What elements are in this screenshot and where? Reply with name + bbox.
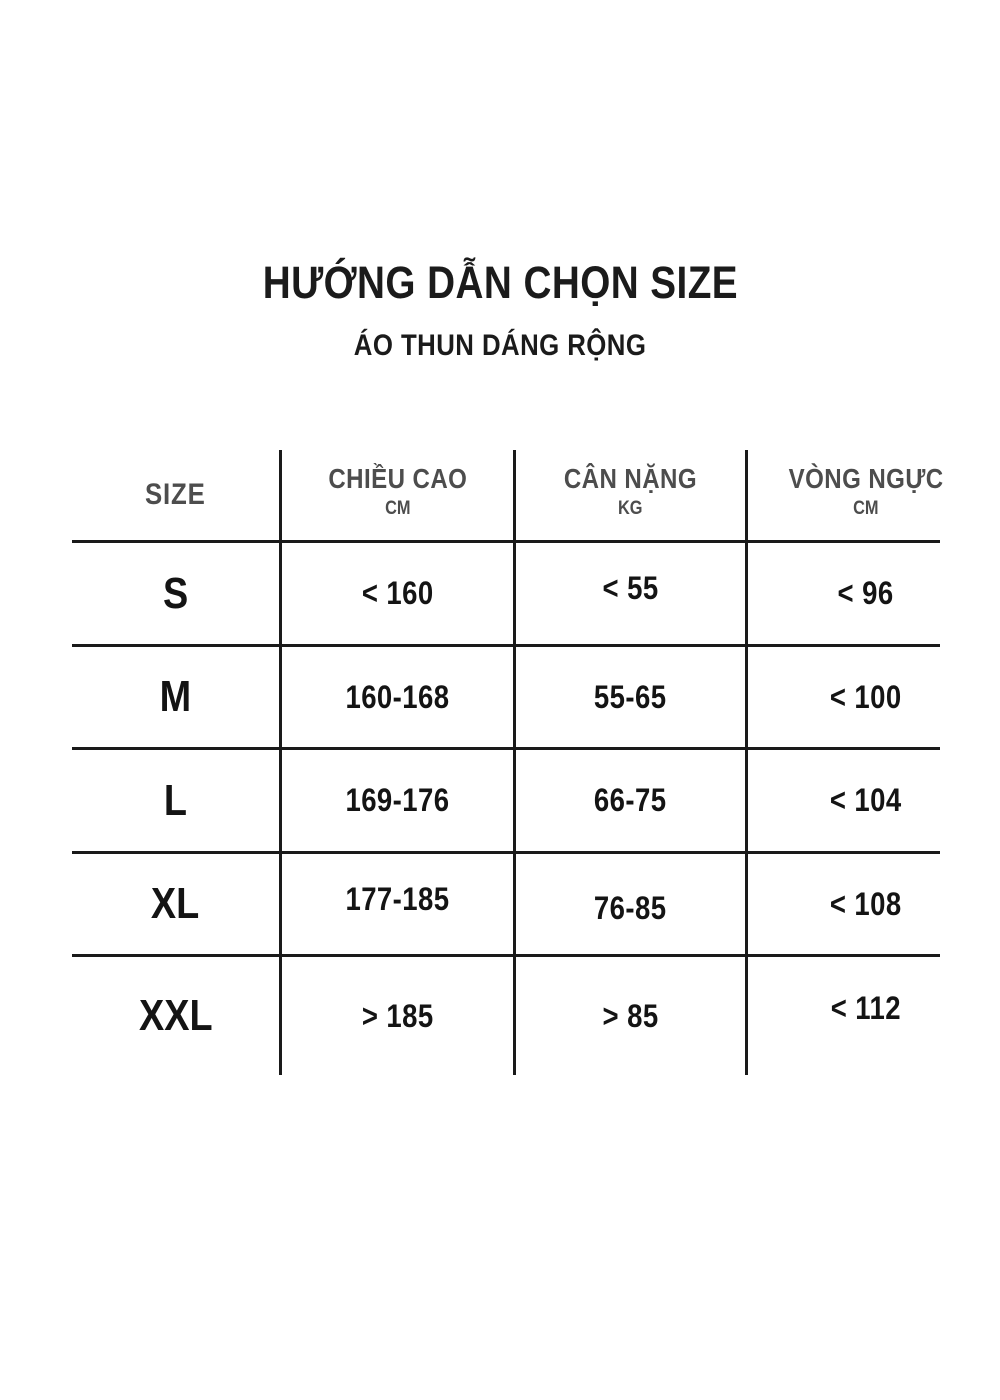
table-row-xl-weight-cell: 76-85 <box>513 851 745 954</box>
column-header-chest-group: VÒNG NGỰC CM <box>776 463 956 520</box>
column-header-chest: VÒNG NGỰC CM <box>745 450 943 540</box>
page-title: HƯỚNG DẪN CHỌN SIZE <box>0 255 1000 311</box>
height-value: > 185 <box>361 997 434 1034</box>
column-header-weight-group: CÂN NẶNG KG <box>553 463 708 520</box>
size-label: S <box>162 568 189 618</box>
chest-value: < 96 <box>837 575 895 611</box>
size-label: XXL <box>138 991 213 1040</box>
height-value: 169-176 <box>345 782 450 818</box>
chest-value: < 108 <box>830 885 902 922</box>
chest-value: < 104 <box>830 782 902 818</box>
weight-value: 76-85 <box>594 889 667 926</box>
table-row-l-weight-cell: 66-75 <box>513 747 745 851</box>
chest-value: < 112 <box>830 989 902 1026</box>
table-row-xxl-height-cell: > 185 <box>279 954 513 1075</box>
page-subtitle-text: ÁO THUN DÁNG RỘNG <box>353 329 647 362</box>
column-header-weight-label: CÂN NẶNG <box>563 462 698 494</box>
size-chart-table: SIZE CHIỀU CAO CM CÂN NẶNG KG VÒNG NGỰC … <box>72 450 943 1075</box>
column-header-height-group: CHIỀU CAO CM <box>317 463 479 520</box>
table-row-xl-chest-cell: < 108 <box>745 851 940 954</box>
height-value: < 160 <box>361 575 434 611</box>
table-row-m-chest-cell: < 100 <box>745 644 940 747</box>
column-header-height: CHIỀU CAO CM <box>279 450 513 540</box>
table-row-xxl-size-cell: XXL <box>72 954 279 1075</box>
table-row-l-chest-cell: < 104 <box>745 747 940 851</box>
table-row-s-size-cell: S <box>72 540 279 644</box>
column-header-size: SIZE <box>72 450 279 540</box>
size-label: L <box>163 775 188 825</box>
page-subtitle: ÁO THUN DÁNG RỘNG <box>0 318 1000 374</box>
table-row-m-height-cell: 160-168 <box>279 644 513 747</box>
table-row-m-size-cell: M <box>72 644 279 747</box>
table-row-l-size-cell: L <box>72 747 279 851</box>
table-row-xl-height-cell: 177-185 <box>279 851 513 954</box>
weight-value: > 85 <box>602 997 659 1034</box>
column-header-weight-unit: KG <box>618 497 643 519</box>
table-row-m-weight-cell: 55-65 <box>513 644 745 747</box>
chest-value: < 100 <box>830 678 902 715</box>
table-row-s-height-cell: < 160 <box>279 540 513 644</box>
table-row-s-weight-cell: < 55 <box>513 540 745 644</box>
table-row-xxl-weight-cell: > 85 <box>513 954 745 1075</box>
column-header-size-label: SIZE <box>145 478 206 511</box>
table-row-l-height-cell: 169-176 <box>279 747 513 851</box>
table-row-xl-size-cell: XL <box>72 851 279 954</box>
table-row-xxl-chest-cell: < 112 <box>745 954 940 1075</box>
weight-value: 55-65 <box>594 678 667 715</box>
height-value: 160-168 <box>345 678 450 715</box>
column-header-height-label: CHIỀU CAO <box>328 462 467 494</box>
column-header-height-unit: CM <box>384 497 411 519</box>
weight-value: < 55 <box>602 570 659 606</box>
column-header-weight: CÂN NẶNG KG <box>513 450 745 540</box>
size-label: M <box>159 672 192 721</box>
column-header-chest-label: VÒNG NGỰC <box>788 462 944 494</box>
column-header-chest-unit: CM <box>853 497 879 519</box>
height-value: 177-185 <box>345 880 450 917</box>
table-row-s-chest-cell: < 96 <box>745 540 940 644</box>
page-title-text: HƯỚNG DẪN CHỌN SIZE <box>262 257 738 308</box>
weight-value: 66-75 <box>594 782 667 818</box>
size-label: XL <box>151 879 200 928</box>
